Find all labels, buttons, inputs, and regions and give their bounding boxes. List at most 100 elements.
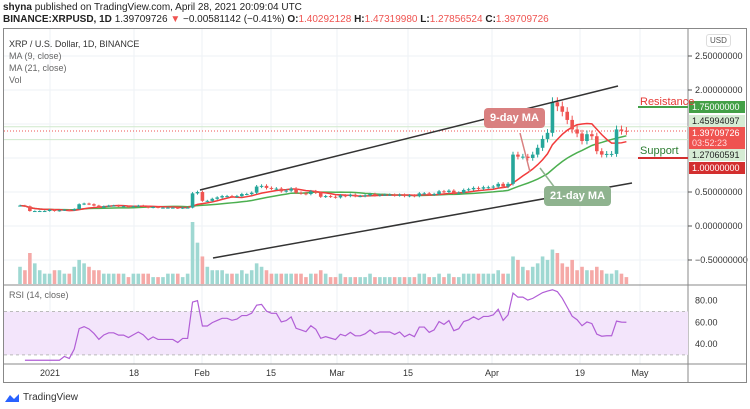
- author: shyna: [3, 2, 32, 13]
- candle-body: [57, 210, 62, 212]
- candle-body: [358, 196, 362, 198]
- volume-bar: [333, 277, 338, 284]
- candle-body: [338, 195, 343, 198]
- rsi-line: [24, 289, 627, 361]
- time-tick-label: 2021: [40, 368, 60, 378]
- candle-body: [210, 198, 215, 201]
- volume-bar: [156, 277, 160, 284]
- candle-body: [166, 207, 170, 209]
- candle-body: [126, 206, 131, 208]
- volume-bar: [274, 273, 279, 284]
- volume-bar: [516, 259, 520, 284]
- volume-bar: [32, 263, 37, 284]
- volume-bar: [92, 270, 96, 284]
- time-tick-label: 15: [403, 368, 413, 378]
- volume-bar: [151, 277, 155, 284]
- legend-ma21[interactable]: MA (21, close): [9, 63, 67, 73]
- candle-body: [407, 195, 412, 197]
- volume-bar: [240, 270, 244, 284]
- candle-body: [215, 197, 219, 199]
- tradingview-logo-icon: [5, 393, 19, 402]
- candle-body: [535, 147, 540, 155]
- volume-bar: [452, 277, 456, 284]
- volume-bar: [368, 273, 372, 284]
- volume-bar: [225, 273, 229, 284]
- time-tick-label: May: [631, 368, 649, 378]
- last-price-label: 1.39709726 03:52:23: [689, 127, 745, 149]
- volume-bar: [437, 273, 441, 284]
- candle-body: [67, 209, 72, 211]
- candle-body: [161, 207, 165, 209]
- candle-body: [560, 106, 565, 112]
- last-price-value: 1.39709726: [692, 128, 740, 138]
- candle-body: [151, 206, 155, 208]
- volume-bar: [97, 270, 101, 284]
- volume-bar: [338, 273, 343, 284]
- volume-bar: [57, 270, 62, 284]
- ma21-callout-pointer: [539, 167, 556, 189]
- candle-body: [249, 192, 254, 195]
- volume-bar: [264, 270, 269, 284]
- volume-bar: [210, 270, 215, 284]
- candle-body: [427, 193, 431, 195]
- volume-bar: [87, 266, 91, 284]
- bar-countdown: 03:52:23: [692, 138, 728, 148]
- ma9-line: [19, 122, 627, 212]
- candle-body: [585, 134, 589, 141]
- candle-body: [486, 187, 491, 189]
- volume-bar: [304, 277, 308, 284]
- volume-bar: [323, 273, 328, 284]
- volume-bar: [358, 277, 362, 284]
- candle-body: [550, 102, 555, 133]
- resistance-label: Resistance: [640, 96, 695, 108]
- tradingview-logo[interactable]: TradingView: [4, 392, 78, 403]
- volume-bar: [220, 270, 224, 284]
- volume-bar: [353, 277, 358, 284]
- candle-body: [525, 156, 530, 158]
- candle-body: [422, 193, 427, 195]
- volume-bar: [294, 273, 298, 284]
- symbol: BINANCE:XRPUSD, 1D: [3, 14, 112, 25]
- candle-body: [397, 194, 402, 196]
- support-label: Support: [640, 145, 679, 157]
- currency-button[interactable]: USD: [706, 34, 731, 47]
- volume-bar: [387, 277, 392, 284]
- candle-body: [175, 207, 180, 209]
- volume-bar: [175, 273, 180, 284]
- legend-title: XRP / U.S. Dollar, 1D, BINANCE: [9, 39, 140, 49]
- candle-body: [284, 190, 289, 192]
- candle-body: [116, 205, 121, 207]
- candle-body: [146, 206, 150, 208]
- price-tick-label: −0.50000000: [695, 255, 748, 265]
- legend-volume[interactable]: Vol: [9, 75, 22, 85]
- legend-ma9[interactable]: MA (9, close): [9, 51, 62, 61]
- volume-bar: [62, 273, 67, 284]
- volume-bar: [373, 277, 377, 284]
- time-tick-label: 15: [266, 368, 276, 378]
- candle-body: [447, 190, 451, 192]
- volume-bar: [37, 270, 42, 284]
- open-label: O:: [287, 14, 299, 25]
- volume-bar: [427, 277, 431, 284]
- open-value: 1.40292128: [298, 14, 352, 25]
- candle-body: [299, 192, 303, 194]
- candle-body: [619, 129, 624, 131]
- high-value: 1.47319980: [364, 14, 418, 25]
- candle-body: [442, 191, 446, 193]
- volume-bar: [525, 270, 530, 284]
- candle-body: [387, 194, 392, 196]
- time-tick-label: Mar: [329, 368, 345, 378]
- volume-bar: [348, 277, 353, 284]
- volume-bar: [442, 277, 446, 284]
- time-tick-label: 18: [129, 368, 139, 378]
- candle-body: [28, 206, 32, 212]
- candle-body: [141, 205, 146, 207]
- support-price-label: 1.00000000: [689, 162, 745, 174]
- legend-rsi[interactable]: RSI (14, close): [9, 290, 69, 300]
- rsi-tick-label: 40.00: [695, 339, 718, 349]
- volume-bar: [328, 277, 333, 284]
- volume-bar: [417, 273, 422, 284]
- volume-bar: [407, 277, 412, 284]
- volume-bar: [486, 273, 491, 284]
